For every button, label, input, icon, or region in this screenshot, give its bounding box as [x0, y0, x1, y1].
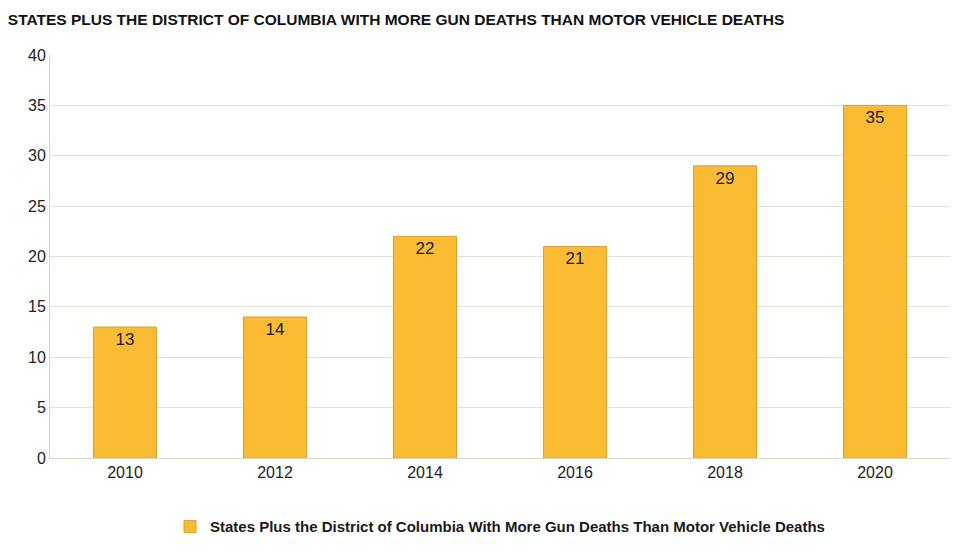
svg-text:States Plus the District of Co: States Plus the District of Columbia Wit…: [210, 518, 825, 535]
svg-text:2010: 2010: [107, 464, 143, 481]
svg-text:22: 22: [416, 239, 435, 258]
svg-text:13: 13: [116, 330, 135, 349]
svg-text:2020: 2020: [857, 464, 893, 481]
svg-text:29: 29: [716, 169, 735, 188]
svg-text:35: 35: [28, 97, 46, 114]
svg-text:2014: 2014: [407, 464, 443, 481]
svg-text:21: 21: [566, 249, 585, 268]
svg-text:2012: 2012: [257, 464, 293, 481]
svg-text:20: 20: [28, 248, 46, 265]
svg-text:5: 5: [37, 399, 46, 416]
svg-text:35: 35: [866, 108, 885, 127]
svg-text:0: 0: [37, 450, 46, 467]
svg-text:40: 40: [28, 47, 46, 64]
svg-text:30: 30: [28, 147, 46, 164]
svg-text:2016: 2016: [557, 464, 593, 481]
svg-text:STATES PLUS THE DISTRICT OF CO: STATES PLUS THE DISTRICT OF COLUMBIA WIT…: [8, 11, 784, 28]
svg-text:25: 25: [28, 198, 46, 215]
svg-text:10: 10: [28, 349, 46, 366]
svg-text:15: 15: [28, 298, 46, 315]
svg-text:2018: 2018: [707, 464, 743, 481]
svg-text:14: 14: [266, 320, 285, 339]
